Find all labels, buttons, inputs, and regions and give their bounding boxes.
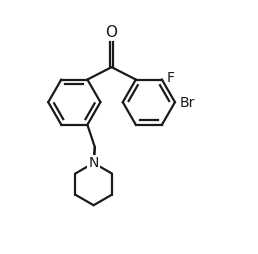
Text: Br: Br bbox=[179, 97, 195, 110]
Text: N: N bbox=[88, 156, 99, 170]
Text: F: F bbox=[166, 71, 174, 85]
Text: O: O bbox=[106, 25, 118, 40]
Text: N: N bbox=[88, 159, 99, 173]
